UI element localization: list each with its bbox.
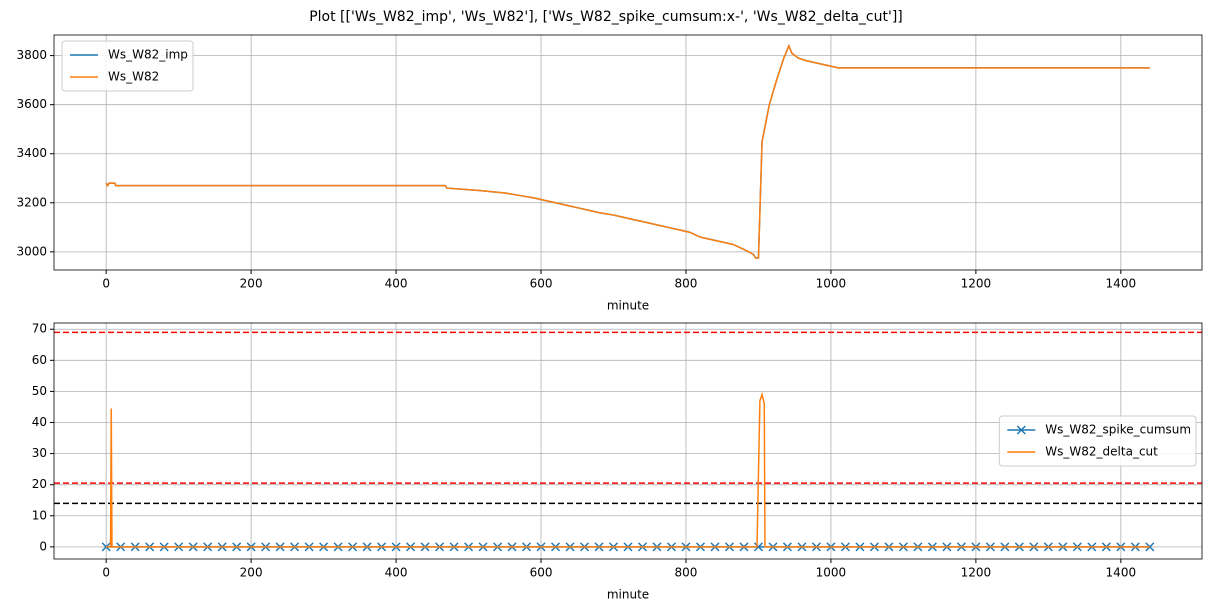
axes-frame bbox=[53, 322, 1203, 560]
x-tick-label: 1200 bbox=[961, 566, 992, 580]
y-tick-label: 10 bbox=[32, 508, 47, 522]
x-tick-label: 1400 bbox=[1106, 277, 1137, 291]
marker bbox=[1016, 425, 1026, 435]
x-tick-label: 400 bbox=[385, 277, 408, 291]
x-tick-label: 1200 bbox=[961, 277, 992, 291]
x-tick-label: 400 bbox=[385, 566, 408, 580]
data-line bbox=[105, 43, 1150, 259]
marker bbox=[1145, 542, 1155, 552]
x-tick-label: 800 bbox=[675, 566, 698, 580]
x-tick-label: 1400 bbox=[1106, 566, 1137, 580]
x-tick-label: 0 bbox=[102, 566, 110, 580]
y-tick-label: 0 bbox=[39, 539, 47, 553]
plot-area bbox=[105, 43, 1150, 259]
x-tick-label: 200 bbox=[240, 277, 263, 291]
y-tick-label: 20 bbox=[32, 477, 47, 491]
legend-label: Ws_W82_imp bbox=[108, 48, 188, 62]
axes-frame bbox=[53, 34, 1203, 271]
x-tick-label: 200 bbox=[240, 566, 263, 580]
y-tick-label: 30 bbox=[32, 446, 47, 460]
x-tick-label: 0 bbox=[102, 277, 110, 291]
plot-area bbox=[54, 331, 1202, 552]
y-tick-label: 3000 bbox=[16, 244, 47, 258]
y-tick-label: 70 bbox=[32, 322, 47, 336]
legend-label: Ws_W82_spike_cumsum bbox=[1045, 423, 1191, 437]
y-tick-label: 3200 bbox=[16, 195, 47, 209]
x-tick-label: 600 bbox=[530, 566, 553, 580]
data-line bbox=[105, 43, 1150, 259]
y-tick-label: 3600 bbox=[16, 97, 47, 111]
y-tick-label: 40 bbox=[32, 415, 47, 429]
x-tick-label: 800 bbox=[675, 277, 698, 291]
y-tick-label: 60 bbox=[32, 353, 47, 367]
figure-title: Plot [['Ws_W82_imp', 'Ws_W82'], ['Ws_W82… bbox=[309, 9, 903, 25]
y-tick-label: 3400 bbox=[16, 146, 47, 160]
x-axis-label: minute bbox=[607, 299, 649, 313]
marker bbox=[753, 542, 763, 552]
y-tick-label: 3800 bbox=[16, 48, 47, 62]
legend-box bbox=[61, 40, 194, 92]
y-tick-label: 50 bbox=[32, 384, 47, 398]
x-tick-label: 1000 bbox=[816, 277, 847, 291]
data-line bbox=[106, 391, 1150, 548]
legend-label: Ws_W82 bbox=[108, 70, 159, 84]
x-axis-label: minute bbox=[607, 588, 649, 602]
x-tick-label: 1000 bbox=[816, 566, 847, 580]
legend-label: Ws_W82_delta_cut bbox=[1045, 445, 1158, 459]
legend-box bbox=[998, 415, 1197, 467]
x-tick-label: 600 bbox=[530, 277, 553, 291]
